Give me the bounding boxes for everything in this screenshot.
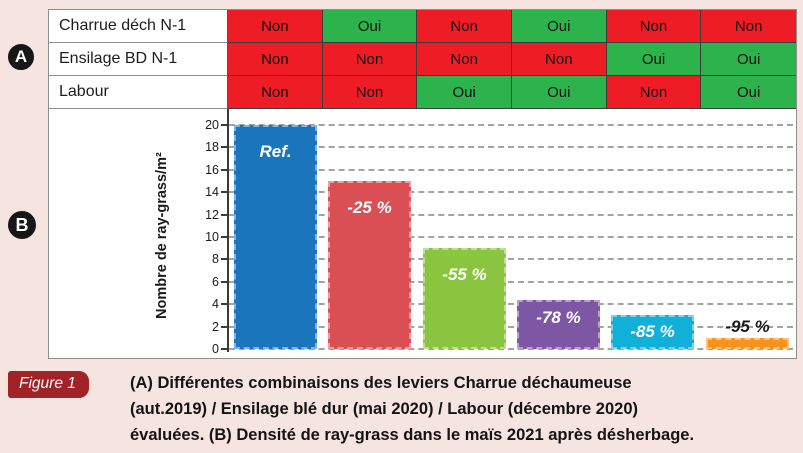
table-cell: Non [228, 76, 323, 109]
y-tick-mark [221, 124, 227, 126]
bar-value-label: -25 % [347, 198, 392, 217]
row-label: Charrue déch N-1 [49, 10, 228, 43]
bar: -85 % [611, 315, 694, 349]
gridline [229, 146, 793, 149]
bar-value-label: Ref. [259, 142, 292, 161]
section-a-badge: A [6, 42, 36, 72]
gridline [229, 168, 793, 171]
table-cell: Oui [417, 76, 512, 109]
gridline [229, 191, 793, 194]
bar-value-label: -85 % [630, 322, 675, 341]
row-label: Labour [49, 76, 228, 109]
gridline [229, 258, 793, 261]
bar: Ref. [234, 125, 317, 349]
bar: -25 % [328, 181, 411, 349]
y-tick-label: 8 [212, 252, 219, 267]
y-tick-label: 2 [212, 319, 219, 334]
gridline [229, 236, 793, 238]
figure-number-badge: Figure 1 [8, 371, 89, 398]
table-cell: Oui [511, 76, 607, 109]
gridline [229, 213, 793, 216]
combination-table: Charrue déch N-1 Non Oui Non Oui Non Non Ensila… [49, 10, 796, 109]
bar: -78 % [517, 300, 600, 349]
figure-caption: (A) Différentes combinaisons des leviers… [130, 370, 795, 448]
table-cell: Non [417, 43, 512, 76]
table-cell: Non [228, 10, 323, 43]
table-row: Labour Non Non Oui Oui Non Oui [49, 76, 796, 109]
y-tick-mark [221, 348, 227, 350]
bar-value-label: -95 % [725, 317, 770, 336]
gridline [229, 325, 793, 328]
y-tick-mark [221, 325, 227, 328]
y-tick-mark [221, 280, 227, 283]
table-cell: Non [606, 76, 702, 109]
table-cell: Oui [606, 43, 702, 76]
table-cell: Oui [701, 76, 796, 109]
table-cell: Non [701, 10, 796, 43]
table-cell: Non [322, 43, 418, 76]
y-tick-mark [221, 213, 227, 216]
table-row: Charrue déch N-1 Non Oui Non Oui Non Non [49, 10, 796, 43]
row-label: Ensilage BD N-1 [49, 43, 228, 76]
gridline [229, 348, 793, 350]
y-tick-label: 20 [205, 118, 219, 132]
y-tick-mark [221, 258, 227, 261]
table-cell: Non [322, 76, 418, 109]
bar-value-label: -78 % [536, 308, 581, 327]
table-cell: Oui [701, 43, 796, 76]
table-cell: Oui [322, 10, 418, 43]
y-axis-line [227, 109, 229, 352]
bar-value-label: -55 % [442, 265, 487, 284]
y-tick-mark [221, 303, 227, 306]
y-tick-label: 18 [205, 140, 219, 155]
caption-line-1: (A) Différentes combinaisons des leviers… [130, 374, 632, 392]
figure-panel: Charrue déch N-1 Non Oui Non Oui Non Non Ensila… [48, 9, 797, 359]
table-row: Ensilage BD N-1 Non Non Non Non Oui Oui [49, 43, 796, 76]
y-tick-label: 16 [205, 162, 219, 177]
bar: -55 % [423, 248, 506, 349]
y-tick-label: 10 [205, 230, 219, 244]
y-axis-label: Nombre de ray-grass/m² [154, 152, 170, 320]
table-cell: Oui [511, 10, 607, 43]
bar: -95 % [706, 317, 789, 349]
section-b-badge: B [6, 209, 38, 241]
y-tick-mark [221, 146, 227, 149]
y-tick-mark [221, 168, 227, 171]
gridline [229, 303, 793, 306]
table-cell: Non [417, 10, 512, 43]
gridline [229, 124, 793, 126]
table-cell: Non [606, 10, 702, 43]
y-tick-label: 14 [205, 185, 219, 200]
plot-area: Ref. -25 % -55 % -78 % -85 % -95 % [229, 124, 795, 350]
y-tick-mark [221, 236, 227, 238]
table-cell: Non [511, 43, 607, 76]
bar-chart: Nombre de ray-grass/m² 0 2 4 6 8 10 12 14 16 18 20… [49, 109, 796, 358]
y-tick-label: 6 [212, 274, 219, 289]
gridline [229, 280, 793, 283]
y-tick-label: 4 [212, 297, 219, 312]
caption-line-3: évaluées. (B) Densité de ray-grass dans … [130, 426, 695, 444]
table-cell: Non [228, 43, 323, 76]
y-tick-label: 12 [205, 207, 219, 222]
caption-line-2: (aut.2019) / Ensilage blé dur (mai 2020)… [130, 400, 639, 418]
y-tick-mark [221, 191, 227, 194]
y-tick-label: 0 [212, 342, 219, 356]
